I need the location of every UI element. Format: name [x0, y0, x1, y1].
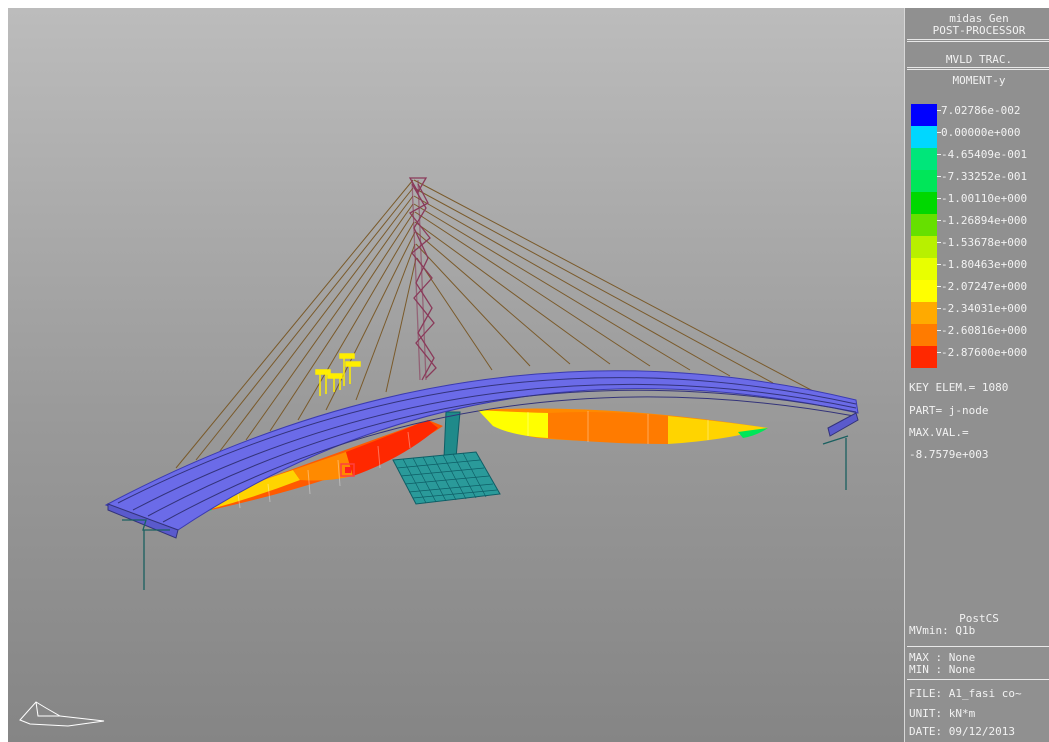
legend-value: -1.80463e+000	[941, 258, 1028, 271]
min-info: MIN : None	[909, 663, 976, 676]
legend-value: -2.07247e+000	[941, 280, 1028, 293]
key-element: KEY ELEM.= 1080	[909, 381, 1009, 394]
legend-swatch	[911, 192, 937, 214]
legend-tick	[937, 132, 941, 133]
legend-swatch	[911, 346, 937, 368]
bridge-deck	[104, 370, 859, 539]
legend-tick	[937, 198, 941, 199]
legend-tick	[937, 242, 941, 243]
midas-window: midas Gen POST-PROCESSOR MVLD TRAC. MOME…	[8, 8, 1049, 742]
legend-value: -2.34031e+000	[941, 302, 1028, 315]
legend-swatch	[911, 280, 937, 302]
pylon	[408, 177, 437, 381]
max-info: MAX : None	[909, 651, 976, 664]
legend-value: -2.87600e+000	[941, 346, 1028, 359]
footing-mesh	[392, 451, 501, 505]
stay-cables	[175, 179, 814, 469]
legend-tick	[937, 154, 941, 155]
end-piers	[122, 435, 849, 590]
legend-tick	[937, 308, 941, 309]
legend-tick	[937, 286, 941, 287]
legend-tick	[937, 110, 941, 111]
legend-swatch	[911, 236, 937, 258]
stage-name: PostCS	[959, 612, 999, 625]
legend-value: -2.60816e+000	[941, 324, 1028, 337]
load-symbols	[315, 353, 361, 396]
legend-value: -4.65409e-001	[941, 148, 1028, 161]
key-element-marker[interactable]	[340, 463, 355, 477]
legend-value: 7.02786e-002	[941, 104, 1021, 117]
model-viewport[interactable]	[8, 8, 904, 742]
program-name: midas Gen	[949, 12, 1009, 25]
legend-swatch	[911, 258, 937, 280]
legend-tick	[937, 330, 941, 331]
legend-value: 0.00000e+000	[941, 126, 1021, 139]
legend-swatch	[911, 324, 937, 346]
part-info: PART= j-node	[909, 404, 989, 417]
max-value: -8.7579e+003	[909, 448, 989, 461]
legend-swatch	[911, 214, 937, 236]
legend-swatch	[911, 148, 937, 170]
unit-info: UNIT: kN*m	[909, 707, 976, 720]
legend-tick	[937, 264, 941, 265]
max-value-label: MAX.VAL.=	[909, 426, 969, 439]
analysis-type: MVLD TRAC.	[945, 53, 1013, 66]
legend-value: -1.53678e+000	[941, 236, 1028, 249]
legend-value: -1.26894e+000	[941, 214, 1028, 227]
axis-triad-icon	[19, 701, 105, 727]
module-name: POST-PROCESSOR	[932, 24, 1026, 37]
legend-value: -1.00110e+000	[941, 192, 1028, 205]
bridge-model	[19, 177, 859, 727]
legend-swatch	[911, 126, 937, 148]
legend-swatch	[911, 302, 937, 324]
mvmin-info: MVmin: Q1b	[909, 624, 976, 637]
file-info: FILE: A1_fasi co~	[909, 687, 1022, 700]
legend-swatch	[911, 104, 937, 126]
result-type: MOMENT-y	[952, 74, 1006, 87]
legend-tick	[937, 352, 941, 353]
date-info: DATE: 09/12/2013	[909, 725, 1015, 738]
result-panel: midas Gen POST-PROCESSOR MVLD TRAC. MOME…	[904, 8, 1049, 742]
legend-value: -7.33252e-001	[941, 170, 1028, 183]
legend-tick	[937, 220, 941, 221]
legend-swatch	[911, 170, 937, 192]
legend-tick	[937, 176, 941, 177]
